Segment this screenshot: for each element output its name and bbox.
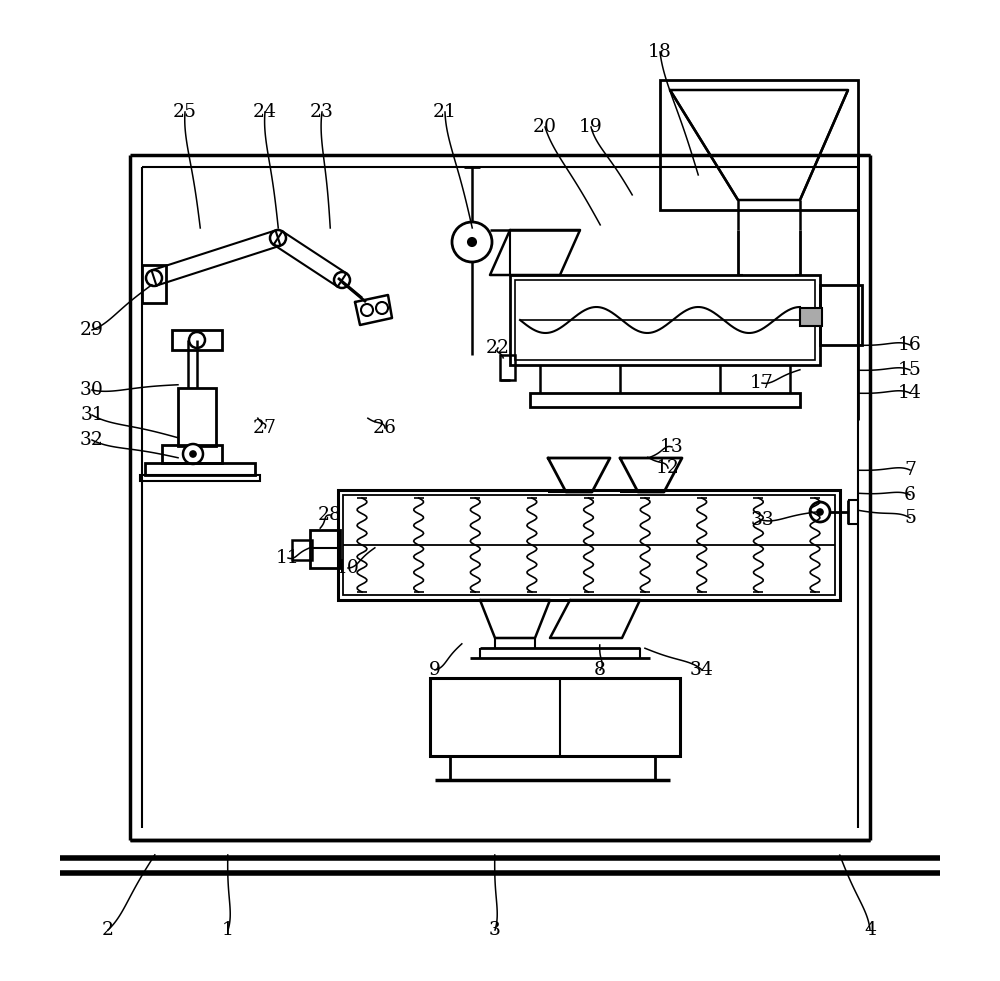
Bar xyxy=(515,280,815,360)
Bar xyxy=(430,678,680,756)
Text: 8: 8 xyxy=(594,661,606,679)
Text: 20: 20 xyxy=(533,118,557,136)
Bar xyxy=(343,495,835,595)
Text: 34: 34 xyxy=(690,661,714,679)
Text: 1: 1 xyxy=(222,921,234,939)
Bar xyxy=(145,463,255,475)
Bar xyxy=(338,490,840,600)
Text: 22: 22 xyxy=(486,339,510,357)
Text: 11: 11 xyxy=(276,549,300,567)
Bar xyxy=(178,388,216,446)
Text: 31: 31 xyxy=(80,406,104,424)
Text: 6: 6 xyxy=(904,486,916,504)
Text: 21: 21 xyxy=(433,103,457,121)
Text: 30: 30 xyxy=(80,381,104,399)
Text: 4: 4 xyxy=(864,921,876,939)
Text: 10: 10 xyxy=(336,559,360,577)
Text: 5: 5 xyxy=(904,509,916,527)
Text: 14: 14 xyxy=(898,384,922,402)
Bar xyxy=(310,530,340,568)
Bar xyxy=(820,285,862,345)
Text: 9: 9 xyxy=(429,661,441,679)
Text: 16: 16 xyxy=(898,336,922,354)
Text: 28: 28 xyxy=(318,506,342,524)
Bar xyxy=(162,445,222,463)
Text: 2: 2 xyxy=(102,921,114,939)
Text: 13: 13 xyxy=(660,438,684,456)
Bar xyxy=(510,275,820,365)
Text: 18: 18 xyxy=(648,43,672,61)
Text: 29: 29 xyxy=(80,321,104,339)
Circle shape xyxy=(183,444,203,464)
Text: 3: 3 xyxy=(489,921,501,939)
Bar xyxy=(660,80,858,210)
Circle shape xyxy=(468,238,476,246)
Text: 27: 27 xyxy=(253,419,277,437)
Text: 26: 26 xyxy=(373,419,397,437)
Circle shape xyxy=(190,451,196,457)
Text: 32: 32 xyxy=(80,431,104,449)
Bar xyxy=(530,393,800,407)
Bar xyxy=(140,475,260,481)
Bar xyxy=(800,308,822,326)
Bar xyxy=(172,330,222,350)
Text: 19: 19 xyxy=(579,118,603,136)
Text: 23: 23 xyxy=(310,103,334,121)
Text: 12: 12 xyxy=(656,459,680,477)
Text: 33: 33 xyxy=(750,511,774,529)
Text: 24: 24 xyxy=(253,103,277,121)
Bar xyxy=(142,265,166,303)
Bar xyxy=(500,355,515,380)
Circle shape xyxy=(817,509,823,515)
Text: 17: 17 xyxy=(750,374,774,392)
Text: 7: 7 xyxy=(904,461,916,479)
Text: 15: 15 xyxy=(898,361,922,379)
Bar xyxy=(292,540,312,560)
Text: 25: 25 xyxy=(173,103,197,121)
